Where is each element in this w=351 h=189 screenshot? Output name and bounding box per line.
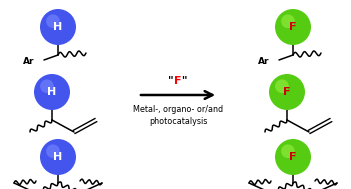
Text: F: F xyxy=(283,87,291,97)
Text: F: F xyxy=(174,76,182,86)
Circle shape xyxy=(275,139,311,175)
Circle shape xyxy=(275,79,289,93)
Circle shape xyxy=(46,14,60,28)
Text: F: F xyxy=(289,152,297,162)
Circle shape xyxy=(275,9,311,45)
Text: Ar: Ar xyxy=(258,57,269,66)
Text: H: H xyxy=(47,87,57,97)
Circle shape xyxy=(46,144,60,158)
Circle shape xyxy=(281,144,295,158)
Text: ": " xyxy=(168,76,178,86)
Text: Metal-, organo- or/and: Metal-, organo- or/and xyxy=(133,105,223,114)
Circle shape xyxy=(40,9,76,45)
Circle shape xyxy=(269,74,305,110)
Circle shape xyxy=(281,14,295,28)
Text: H: H xyxy=(53,22,62,32)
Text: ": " xyxy=(178,76,187,86)
Circle shape xyxy=(34,74,70,110)
Text: Ar: Ar xyxy=(22,57,34,66)
Text: H: H xyxy=(53,152,62,162)
Circle shape xyxy=(40,139,76,175)
Circle shape xyxy=(40,79,54,93)
Text: photocatalysis: photocatalysis xyxy=(149,117,207,126)
Text: F: F xyxy=(289,22,297,32)
